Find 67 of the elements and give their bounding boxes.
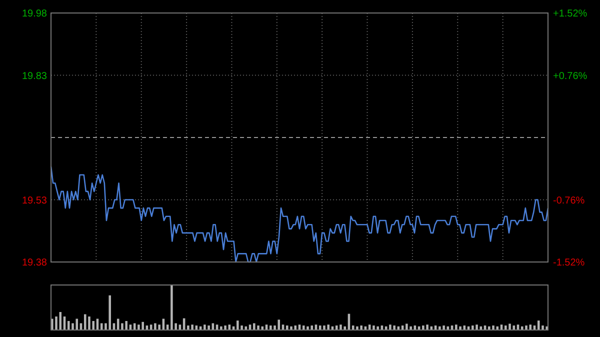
bar: [376, 326, 379, 330]
bar: [274, 326, 276, 330]
bar: [67, 321, 70, 330]
bar: [508, 324, 511, 330]
bar: [204, 324, 206, 330]
bar: [302, 326, 305, 330]
bar: [138, 324, 140, 330]
y-tick-label: 19.98: [22, 8, 48, 20]
y-tick-label: 19.38: [22, 258, 48, 268]
bar: [257, 326, 260, 330]
bar: [208, 326, 210, 330]
bar: [121, 323, 124, 330]
bar: [310, 326, 314, 330]
bar: [59, 312, 62, 330]
bar: [372, 326, 375, 330]
bar: [422, 326, 424, 330]
bar: [158, 324, 160, 330]
line-series: [50, 166, 549, 263]
bar: [504, 326, 507, 330]
bar: [187, 326, 190, 330]
bar: [327, 324, 330, 330]
bar: [393, 326, 396, 330]
bar: [108, 295, 111, 330]
bar: [236, 320, 239, 330]
bar: [459, 326, 462, 330]
y2-tick-label: -1.52%: [553, 258, 585, 268]
bar: [294, 326, 297, 330]
bar: [455, 324, 458, 330]
bar: [488, 326, 490, 330]
y-tick-label: 19.53: [22, 195, 48, 206]
bar: [492, 326, 494, 330]
bar: [76, 318, 78, 330]
bar: [520, 326, 524, 330]
bar: [426, 324, 428, 330]
bar: [438, 326, 441, 330]
bar: [270, 326, 272, 330]
bar: [306, 326, 309, 330]
bar: [170, 285, 173, 330]
bar: [406, 324, 408, 330]
bar: [442, 326, 445, 330]
bar: [125, 321, 128, 330]
bar: [286, 326, 288, 330]
bar: [323, 326, 326, 330]
bar: [72, 323, 74, 330]
bar: [389, 324, 392, 330]
bar: [224, 326, 226, 330]
bar: [529, 324, 532, 330]
bar: [191, 324, 194, 330]
bar: [472, 326, 474, 330]
bar: [88, 316, 90, 330]
bar: [537, 320, 540, 330]
y2-tick-label: +0.76%: [553, 70, 588, 82]
bar: [340, 324, 342, 330]
bar: [356, 326, 358, 330]
bar: [360, 326, 362, 330]
bar: [253, 323, 256, 330]
bar: [476, 324, 478, 330]
bar: [220, 326, 222, 330]
bar: [344, 326, 346, 330]
bar: [290, 326, 292, 330]
bar: [410, 326, 412, 330]
bar: [525, 326, 528, 330]
y-tick-label: 19.83: [22, 70, 48, 82]
bar: [142, 322, 144, 330]
y2-tick-label: +1.52%: [553, 8, 588, 20]
y2-tick-label: -0.76%: [553, 195, 585, 206]
bar: [154, 323, 156, 330]
